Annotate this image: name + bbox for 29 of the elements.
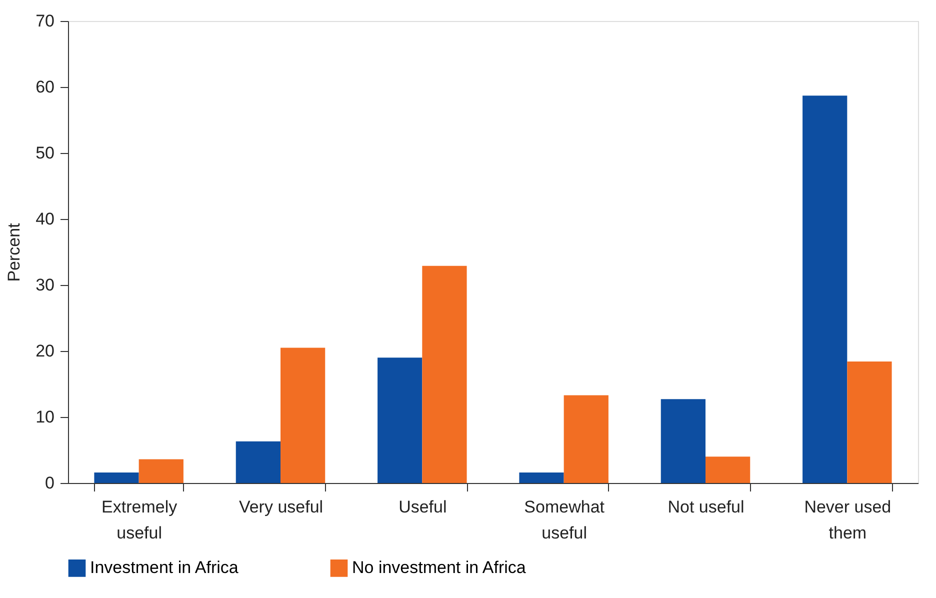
x-tick-label: Useful (398, 498, 447, 516)
y-tick-label: 10 (36, 408, 54, 426)
x-tick-label: Extremely useful (102, 498, 178, 542)
bar (564, 395, 608, 483)
y-tick-label: 60 (36, 78, 54, 96)
y-tick-label: 0 (45, 474, 54, 492)
y-tick-label: 50 (36, 144, 54, 162)
x-tick-label: Very useful (238, 498, 324, 516)
legend-label: No investment in Africa (352, 558, 526, 578)
y-tick-label: 70 (36, 12, 54, 30)
y-tick-label: 20 (36, 342, 54, 360)
x-tick-label: Not useful (668, 498, 744, 516)
x-tick-label: Never used them (804, 498, 892, 542)
y-axis-title: Percent (4, 222, 24, 282)
bar (519, 472, 564, 483)
bar (138, 459, 184, 483)
y-tick-label: 30 (36, 276, 54, 294)
legend-label: Investment in Africa (90, 558, 239, 578)
x-tick-label: Somewhat useful (524, 498, 605, 542)
bar (280, 348, 326, 483)
bar (94, 472, 139, 483)
bar (802, 96, 848, 483)
bar (378, 358, 422, 483)
bar (706, 456, 750, 483)
bar (660, 399, 706, 483)
bar (236, 441, 280, 483)
y-tick-label: 40 (36, 210, 54, 228)
bar (847, 362, 892, 483)
bar (422, 266, 467, 483)
